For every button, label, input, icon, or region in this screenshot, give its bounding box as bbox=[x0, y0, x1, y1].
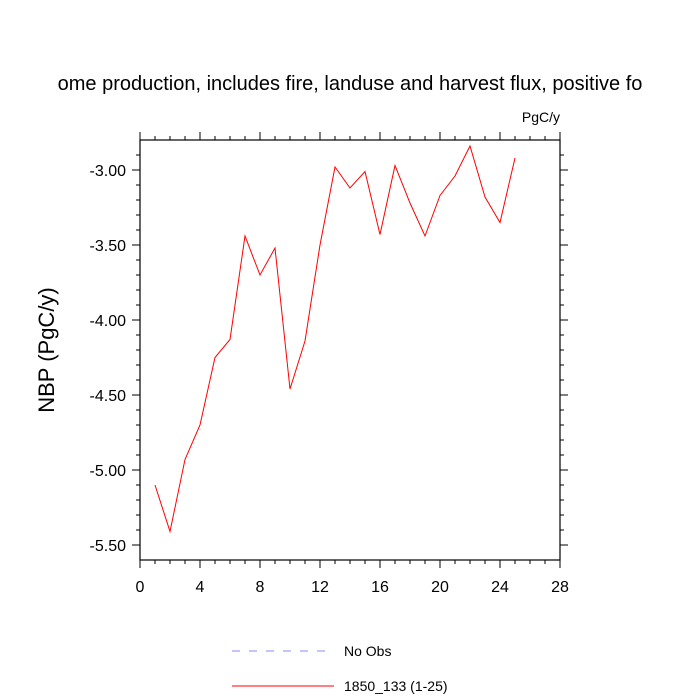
y-tick-labels: -5.50 -5.00 -4.50 -4.00 -3.50 -3.00 bbox=[90, 163, 127, 555]
series-lines bbox=[154, 144, 516, 534]
series-line bbox=[154, 144, 516, 534]
x-tick-label: 16 bbox=[371, 579, 389, 596]
x-tick-label: 8 bbox=[256, 579, 265, 596]
y-tick-label: -3.00 bbox=[90, 163, 127, 180]
x-tick-label: 20 bbox=[431, 579, 449, 596]
x-tick-label: 4 bbox=[196, 579, 205, 596]
x-tick-label: 12 bbox=[311, 579, 329, 596]
y-tick-label: -5.50 bbox=[90, 538, 127, 555]
y-tick-label: -4.50 bbox=[90, 388, 127, 405]
y-tick-label: -3.50 bbox=[90, 238, 127, 255]
x-tick-label: 24 bbox=[491, 579, 509, 596]
x-tick-labels: 0 4 8 12 16 20 24 28 bbox=[136, 579, 569, 596]
y-tick-label: -4.00 bbox=[90, 313, 127, 330]
units-label: PgC/y bbox=[522, 109, 560, 125]
chart-title: ome production, includes fire, landuse a… bbox=[58, 73, 643, 95]
y-axis-label: NBP (PgC/y) bbox=[34, 287, 59, 413]
plot-frame bbox=[139, 139, 561, 561]
axis-ticks bbox=[132, 132, 568, 568]
legend-label: No Obs bbox=[344, 643, 391, 659]
y-tick-label: -5.00 bbox=[90, 463, 127, 480]
x-tick-label: 28 bbox=[551, 579, 569, 596]
legend: No Obs 1850_133 (1-25) bbox=[232, 643, 448, 694]
x-tick-label: 0 bbox=[136, 579, 145, 596]
legend-label: 1850_133 (1-25) bbox=[344, 678, 448, 694]
